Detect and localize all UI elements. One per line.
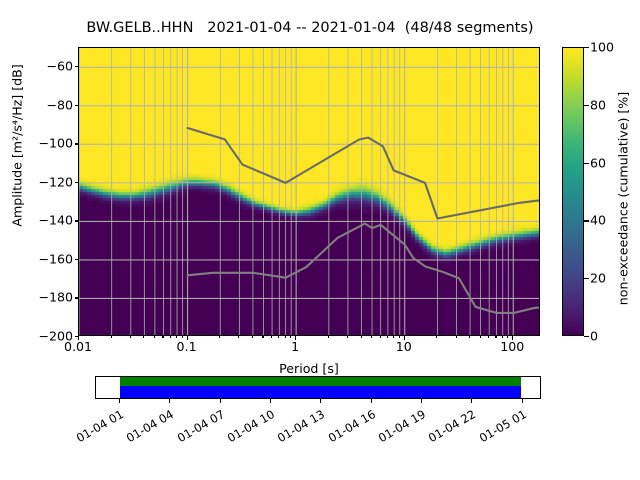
x-axis-minor-tick-mark (181, 336, 183, 339)
coverage-tick-mark (421, 399, 423, 403)
x-axis-minor-tick-mark (501, 336, 503, 339)
y-axis-tick-label: −140 (38, 212, 73, 228)
x-axis-minor-tick-mark (371, 336, 373, 339)
y-axis-tick-mark (74, 181, 78, 184)
colorbar-tick-mark (584, 220, 589, 222)
plot-overlay (79, 48, 539, 335)
data-coverage-blue (119, 385, 522, 398)
y-axis-tick-mark (74, 297, 78, 299)
x-axis-minor-tick-mark (495, 336, 497, 339)
y-axis-tick-label: −200 (38, 328, 73, 344)
colorbar[interactable] (562, 47, 584, 336)
x-axis-minor-tick-mark (176, 336, 178, 339)
y-axis-tick-label: −160 (38, 251, 73, 267)
coverage-tick-label: 01-05 01 (476, 407, 529, 446)
x-axis-minor-tick-mark (143, 336, 145, 339)
coverage-tick-label: 01-04 04 (124, 407, 177, 446)
x-axis-minor-tick-mark (327, 336, 329, 339)
x-axis-tick-label: 10 (395, 339, 412, 354)
colorbar-tick-label: 60 (590, 155, 607, 171)
colorbar-gradient (563, 48, 583, 335)
coverage-tick-label: 01-04 16 (325, 407, 378, 446)
x-axis-minor-tick-mark (238, 336, 240, 339)
x-axis-minor-tick-mark (284, 336, 286, 339)
y-axis-tick-label: −120 (38, 174, 73, 190)
colorbar-tick-mark (584, 104, 589, 106)
x-axis-minor-tick-mark (455, 336, 457, 339)
x-axis-minor-tick-mark (219, 336, 221, 339)
x-axis-minor-tick-mark (278, 336, 280, 339)
x-axis-tick-mark (295, 336, 297, 340)
x-axis-minor-tick-mark (153, 336, 155, 339)
colorbar-tick-label: 80 (590, 97, 607, 113)
colorbar-label: non-exceedance (cumulative) [%] (615, 91, 631, 306)
data-coverage-green (119, 377, 522, 386)
y-axis-tick-label: −180 (38, 289, 73, 305)
x-axis-label: Period [s] (279, 361, 339, 376)
x-axis-minor-tick-mark (162, 336, 164, 339)
x-axis-tick-label: 100 (500, 339, 525, 354)
coverage-tick-mark (370, 399, 372, 403)
coverage-tick-mark (521, 399, 523, 403)
x-axis-tick-label: 0.01 (63, 339, 93, 354)
colorbar-tick-mark (584, 47, 589, 49)
y-axis-tick-mark (74, 258, 78, 261)
x-axis-minor-tick-mark (386, 336, 388, 339)
colorbar-tick-label: 20 (590, 270, 607, 286)
coverage-tick-mark (270, 399, 272, 403)
y-axis-tick-mark (74, 336, 78, 338)
coverage-tick-label: 01-04 01 (73, 407, 126, 446)
colorbar-tick-mark (584, 336, 589, 338)
x-axis-minor-tick-mark (479, 336, 481, 339)
coverage-tick-label: 01-04 13 (275, 407, 328, 446)
x-axis-minor-tick-mark (251, 336, 254, 339)
y-axis-tick-mark (74, 66, 78, 68)
coverage-tick-label: 01-04 10 (224, 407, 278, 446)
x-axis-minor-tick-mark (360, 336, 362, 339)
y-axis-tick-mark (74, 220, 78, 222)
coverage-tick-mark (169, 399, 171, 403)
x-axis-minor-tick-mark (488, 336, 490, 339)
x-axis-minor-tick-mark (507, 336, 509, 339)
coverage-tick-mark (320, 399, 322, 403)
x-axis-minor-tick-mark (346, 336, 349, 339)
x-axis-tick-mark (512, 336, 514, 340)
coverage-tick-label: 01-04 22 (426, 407, 479, 446)
ppsd-plot-area[interactable] (78, 47, 540, 336)
x-axis-minor-tick-mark (262, 336, 264, 339)
colorbar-tick-label: 40 (590, 212, 607, 228)
x-axis-tick-mark (186, 336, 188, 340)
colorbar-tick-label: 0 (590, 328, 599, 344)
coverage-tick-mark (118, 399, 120, 403)
colorbar-tick-mark (584, 162, 589, 164)
coverage-tick-label: 01-04 19 (375, 407, 429, 446)
y-axis-tick-label: −100 (38, 135, 73, 151)
y-axis-tick-label: −80 (46, 97, 73, 113)
x-axis-minor-tick-mark (169, 336, 171, 339)
x-axis-minor-tick-mark (469, 336, 471, 339)
colorbar-tick-mark (584, 278, 589, 280)
y-axis-tick-mark (74, 143, 78, 145)
coverage-tick-mark (471, 399, 473, 403)
x-axis-tick-mark (78, 336, 80, 340)
x-axis-minor-tick-mark (129, 336, 131, 339)
x-axis-minor-tick-mark (436, 336, 438, 339)
page-title: BW.GELB..HHN 2021-01-04 -- 2021-01-04 (4… (86, 20, 534, 36)
coverage-tick-label: 01-04 07 (174, 407, 227, 446)
data-coverage-timeline[interactable] (95, 376, 541, 399)
x-axis-tick-label: 1 (291, 339, 300, 354)
x-axis-minor-tick-mark (398, 336, 400, 339)
x-axis-tick-mark (403, 336, 405, 340)
x-axis-minor-tick-mark (110, 336, 112, 339)
x-axis-minor-tick-mark (290, 336, 292, 339)
y-axis-tick-mark (74, 104, 78, 106)
x-axis-minor-tick-mark (379, 336, 381, 339)
ppsd-histogram (79, 48, 539, 335)
y-axis-tick-label: −60 (46, 58, 73, 74)
x-axis-minor-tick-mark (271, 336, 273, 339)
colorbar-tick-label: 100 (590, 39, 615, 55)
x-axis-tick-label: 0.1 (176, 339, 197, 354)
x-axis-minor-tick-mark (393, 336, 395, 339)
coverage-tick-mark (219, 399, 221, 403)
